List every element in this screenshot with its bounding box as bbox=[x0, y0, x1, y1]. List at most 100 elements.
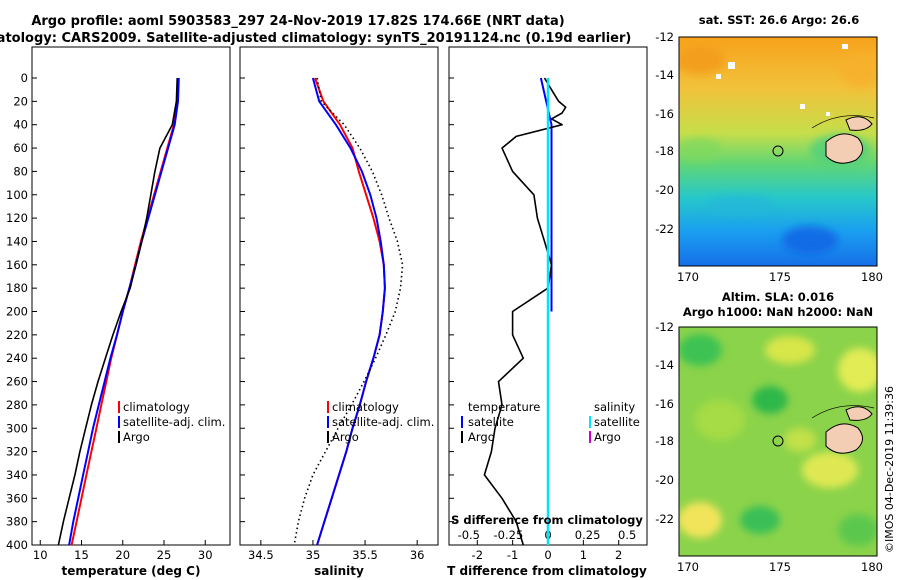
depth-axis: 0 20 40 60 80 100 120 140 160 180 200 220 240 260 280 3… bbox=[6, 71, 454, 552]
salinity-plot: 34.5 35 35.5 36 bbox=[248, 77, 425, 562]
depth-tick-label: 360 bbox=[6, 491, 28, 505]
salinity-panel bbox=[239, 46, 439, 546]
depth-tick-label: 280 bbox=[6, 398, 28, 412]
lon-tick-label: 180 bbox=[861, 270, 883, 284]
depth-tick-label: 140 bbox=[6, 234, 28, 248]
sst-gap bbox=[800, 104, 805, 109]
sst-map-title: sat. SST: 26.6 Argo: 26.6 bbox=[699, 13, 859, 27]
temperature-plot: 10 15 20 25 30 bbox=[33, 77, 213, 562]
legend-salinity-title: salinity bbox=[594, 400, 635, 414]
lon-tick-label: 175 bbox=[769, 270, 791, 284]
legend-argo-label: Argo bbox=[332, 430, 359, 444]
x-tick-label: 1 bbox=[580, 548, 587, 562]
legend-s-satellite-label: satellite bbox=[594, 415, 640, 429]
series-line-satellite-adj-clim- bbox=[68, 77, 180, 546]
sla-map-frame bbox=[678, 326, 878, 557]
sst-map-frame bbox=[678, 36, 878, 267]
x-tick-label: -2 bbox=[472, 548, 483, 562]
depth-tick-label: 180 bbox=[6, 281, 28, 295]
reef-outline bbox=[811, 405, 875, 419]
x-tick-label: 20 bbox=[115, 548, 130, 562]
title-line-2: Climatology: CARS2009. Satellite-adjuste… bbox=[0, 31, 631, 46]
lon-tick-label: 180 bbox=[861, 560, 883, 574]
depth-tick-label: 0 bbox=[21, 71, 28, 85]
depth-tick-label: 120 bbox=[6, 211, 28, 225]
sla-map-subtitle: Argo h1000: NaN h2000: NaN bbox=[683, 305, 873, 319]
depth-tick-label: 100 bbox=[6, 188, 28, 202]
sst-gap bbox=[716, 74, 721, 79]
argo-position-marker bbox=[772, 145, 784, 157]
argo-position-marker bbox=[772, 435, 784, 447]
s-diff-tick-label: 0.25 bbox=[575, 528, 601, 542]
sla-map-title: Altim. SLA: 0.016 bbox=[722, 290, 834, 304]
island-viti-levu bbox=[825, 133, 863, 164]
legend-argo-label: Argo bbox=[123, 430, 150, 444]
series-line-t-argo bbox=[483, 77, 567, 546]
depth-tick-label: 400 bbox=[6, 538, 28, 552]
x-tick-label: 35 bbox=[306, 548, 321, 562]
lat-tick-label: -14 bbox=[655, 358, 674, 372]
x-tick-label: 34.5 bbox=[248, 548, 274, 562]
sst-map: sat. SST: 26.6 Argo: 26.6 -12 bbox=[655, 13, 883, 284]
sst-gap bbox=[728, 62, 735, 69]
difference-legend: temperature satellite Argo salinity sate… bbox=[461, 400, 640, 444]
depth-tick-label: 340 bbox=[6, 468, 28, 482]
s-diff-tick-label: -0.5 bbox=[458, 528, 480, 542]
lat-tick-label: -22 bbox=[655, 512, 674, 526]
x-tick-label: 30 bbox=[198, 548, 213, 562]
x-tick-label: 25 bbox=[157, 548, 172, 562]
salinity-xlabel: salinity bbox=[314, 564, 364, 578]
legend-climatology-label: climatology bbox=[123, 400, 190, 414]
depth-tick-label: 60 bbox=[13, 141, 28, 155]
t-difference-xlabel: T difference from climatology bbox=[447, 564, 647, 578]
depth-tick-label: 20 bbox=[13, 94, 28, 108]
lat-tick-label: -20 bbox=[655, 473, 674, 487]
series-line-t-satellite bbox=[539, 77, 553, 312]
legend-t-argo-label: Argo bbox=[468, 430, 495, 444]
legend-temperature-title: temperature bbox=[468, 400, 540, 414]
s-diff-tick-label: -0.25 bbox=[494, 528, 524, 542]
legend-satellite-label: satellite-adj. clim. bbox=[332, 415, 434, 429]
sst-texture bbox=[679, 46, 877, 254]
reef-outline bbox=[811, 115, 875, 129]
lat-tick-label: -14 bbox=[655, 68, 674, 82]
lat-tick-label: -12 bbox=[655, 320, 674, 334]
title-line-1: Argo profile: aoml 5903583_297 24-Nov-20… bbox=[31, 14, 564, 29]
depth-tick-label: 260 bbox=[6, 375, 28, 389]
lat-tick-label: -20 bbox=[655, 183, 674, 197]
legend-satellite-label: satellite-adj. clim. bbox=[123, 415, 225, 429]
series-line-satellite-adj-clim- bbox=[311, 77, 386, 546]
x-tick-label: -1 bbox=[507, 548, 518, 562]
imos-credit: ©IMOS 04-Dec-2019 11:39:36 bbox=[883, 386, 896, 553]
depth-tick-label: 80 bbox=[13, 164, 28, 178]
legend-s-argo-label: Argo bbox=[594, 430, 621, 444]
difference-plot: -2 -1 0 1 2-0.5 -0.25 0 0.25 0.5 bbox=[458, 77, 636, 562]
x-tick-label: 10 bbox=[33, 548, 48, 562]
temperature-xlabel: temperature (deg C) bbox=[62, 564, 201, 578]
x-tick-label: 2 bbox=[615, 548, 622, 562]
lat-tick-label: -18 bbox=[655, 434, 674, 448]
depth-tick-label: 200 bbox=[6, 305, 28, 319]
x-tick-label: 15 bbox=[74, 548, 89, 562]
depth-tick-label: 220 bbox=[6, 328, 28, 342]
depth-tick-label: 300 bbox=[6, 421, 28, 435]
s-diff-tick-label: 0.5 bbox=[618, 528, 636, 542]
temperature-legend: climatology satellite-adj. clim. Argo bbox=[118, 400, 225, 444]
series-line-argo bbox=[57, 77, 178, 546]
depth-tick-label: 240 bbox=[6, 351, 28, 365]
depth-tick-label: 320 bbox=[6, 445, 28, 459]
lon-tick-label: 170 bbox=[677, 560, 699, 574]
lat-tick-label: -16 bbox=[655, 107, 674, 121]
x-tick-label: 0 bbox=[544, 548, 551, 562]
sst-lat-axis: -12 -14 -16 -18 -20 -22 bbox=[655, 30, 674, 236]
lat-tick-label: -12 bbox=[655, 30, 674, 44]
legend-climatology-label: climatology bbox=[332, 400, 399, 414]
salinity-legend: climatology satellite-adj. clim. Argo bbox=[327, 400, 434, 444]
x-tick-label: 35.5 bbox=[352, 548, 378, 562]
island-viti-levu bbox=[825, 423, 863, 454]
lon-tick-label: 170 bbox=[677, 270, 699, 284]
x-tick-label: 36 bbox=[410, 548, 425, 562]
temperature-panel bbox=[31, 46, 231, 546]
series-line-argo bbox=[293, 77, 404, 546]
